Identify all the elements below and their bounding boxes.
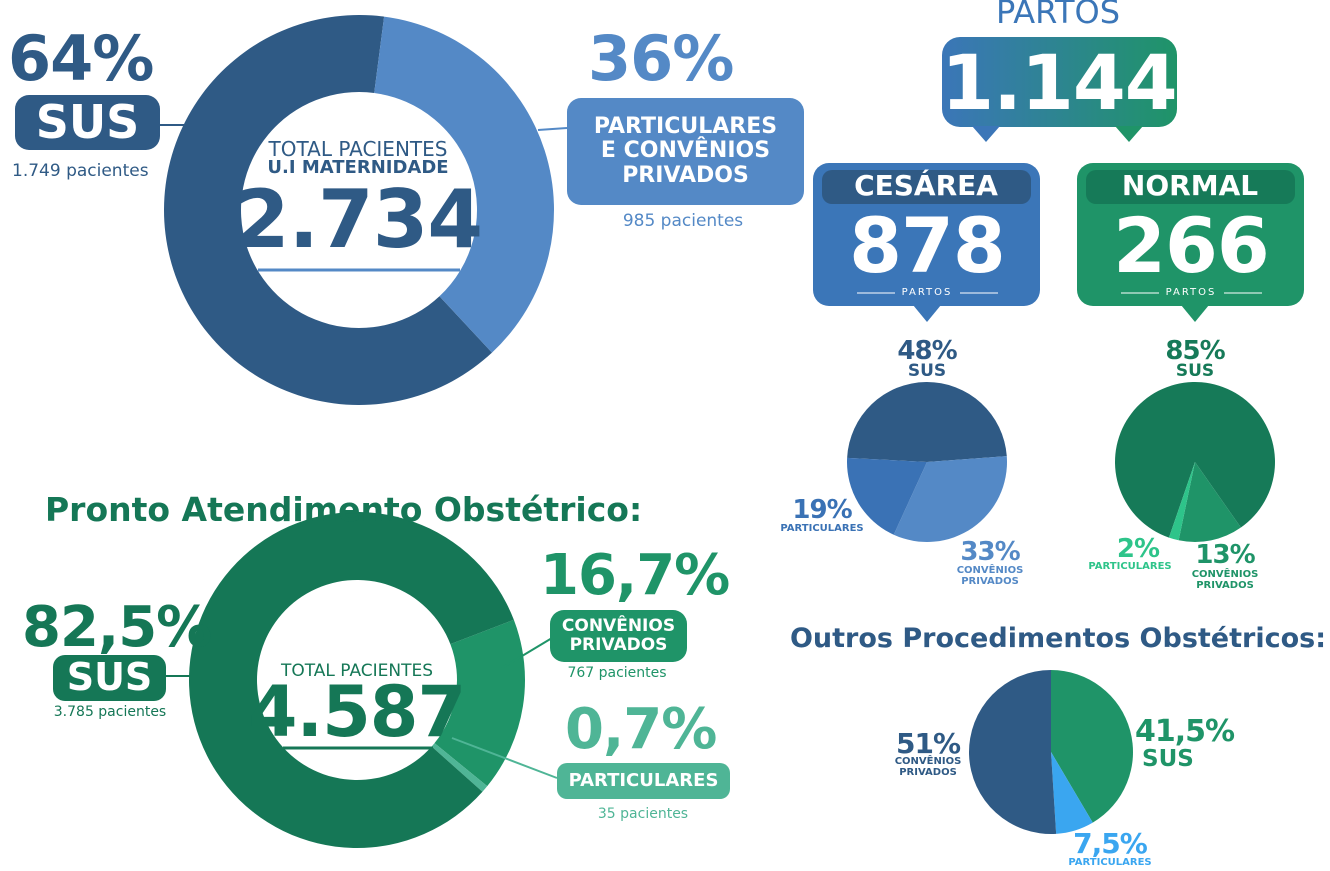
patient-label: 767 pacientes: [567, 665, 667, 681]
pointer: [913, 305, 941, 322]
pie-slice: [1051, 670, 1134, 823]
partos-total: 1.144: [941, 38, 1177, 127]
normal-label: NORMAL: [1121, 169, 1259, 202]
center-title: TOTAL PACIENTES: [268, 137, 448, 161]
category-label: CONVÊNIOS PRIVADOS: [956, 565, 1024, 587]
total: 4.587: [248, 671, 466, 753]
cesarea-unit: PARTOS: [901, 287, 953, 298]
cesarea-value: 878: [849, 201, 1006, 290]
value-label: 85%: [1165, 336, 1225, 366]
cesarea-label-bar: [822, 170, 1031, 204]
pie-slice: [847, 457, 927, 535]
donut-segment: [188, 511, 514, 848]
value-label: 33%: [960, 537, 1020, 567]
value-label: 13%: [1195, 540, 1255, 570]
value-label: 19%: [792, 495, 852, 525]
patient-label: 985 pacientes: [622, 211, 744, 231]
normal-unit: PARTOS: [1165, 287, 1217, 298]
category-label: CONVÊNIOS PRIVADOS: [550, 610, 687, 662]
chart-title: Outros Procedimentos Obstétricos:: [789, 623, 1327, 654]
value-label: 82,5%: [22, 595, 212, 660]
donut-segment: [431, 743, 488, 792]
connector: [501, 637, 553, 669]
value-label: 41,5%: [1135, 714, 1235, 749]
connector: [451, 737, 558, 779]
category-label: PARTICULARES: [557, 763, 730, 799]
category-label: PARTICULARES E CONVÊNIOS PRIVADOS: [567, 98, 804, 205]
category-label: PARTICULARES: [1088, 561, 1172, 572]
value-label: 48%: [897, 336, 957, 366]
normal-label-bar: [1086, 170, 1295, 204]
cesarea-label: CESÁREA: [854, 169, 998, 202]
pointer: [1115, 126, 1143, 142]
partos-title: PARTOS: [995, 0, 1121, 31]
category-label: PARTICULARES: [1068, 857, 1152, 868]
pointer: [972, 126, 1000, 142]
patient-label: 1.749 pacientes: [12, 161, 149, 181]
category-label: SUS: [1142, 746, 1194, 772]
pie-slice: [893, 456, 1007, 542]
value-label: 36%: [588, 22, 734, 95]
chart-title: Pronto Atendimento Obstétrico:: [45, 490, 643, 529]
center-title: TOTAL PACIENTES: [280, 661, 434, 681]
patient-label: 3.785 pacientes: [53, 704, 167, 720]
total: 2.734: [233, 173, 483, 266]
category-label: SUS: [15, 95, 160, 150]
normal-value: 266: [1113, 201, 1270, 290]
category-label: PARTICULARES: [780, 523, 864, 534]
pie-slice: [1051, 752, 1093, 834]
pie-slice: [1168, 462, 1195, 541]
category-label: CONVÊNIOS PRIVADOS: [1191, 569, 1259, 591]
value-label: 2%: [1116, 534, 1160, 564]
partos-box: [942, 37, 1177, 127]
category-label: SUS: [1175, 361, 1215, 381]
donut-segment: [434, 619, 525, 787]
patient-label: 35 pacientes: [597, 806, 689, 822]
value-label: 16,7%: [540, 543, 730, 608]
pie-slice: [847, 381, 1007, 462]
pointer: [1181, 305, 1209, 322]
donut-segment: [164, 15, 492, 405]
center-subtitle: U.I MATERNIDADE: [267, 157, 449, 178]
pie-slice: [1178, 462, 1241, 542]
connector: [537, 127, 568, 131]
pie-slice: [1115, 381, 1275, 538]
value-label: 64%: [8, 22, 154, 95]
value-label: 7,5%: [1073, 827, 1148, 860]
pie-slice: [969, 670, 1057, 834]
category-label: SUS: [53, 655, 166, 701]
category-label: CONVÊNIOS PRIVADOS: [894, 756, 962, 778]
value-label: 0,7%: [565, 697, 717, 762]
category-label: SUS: [907, 361, 947, 381]
value-label: 51%: [895, 727, 961, 760]
donut-segment: [374, 16, 555, 353]
